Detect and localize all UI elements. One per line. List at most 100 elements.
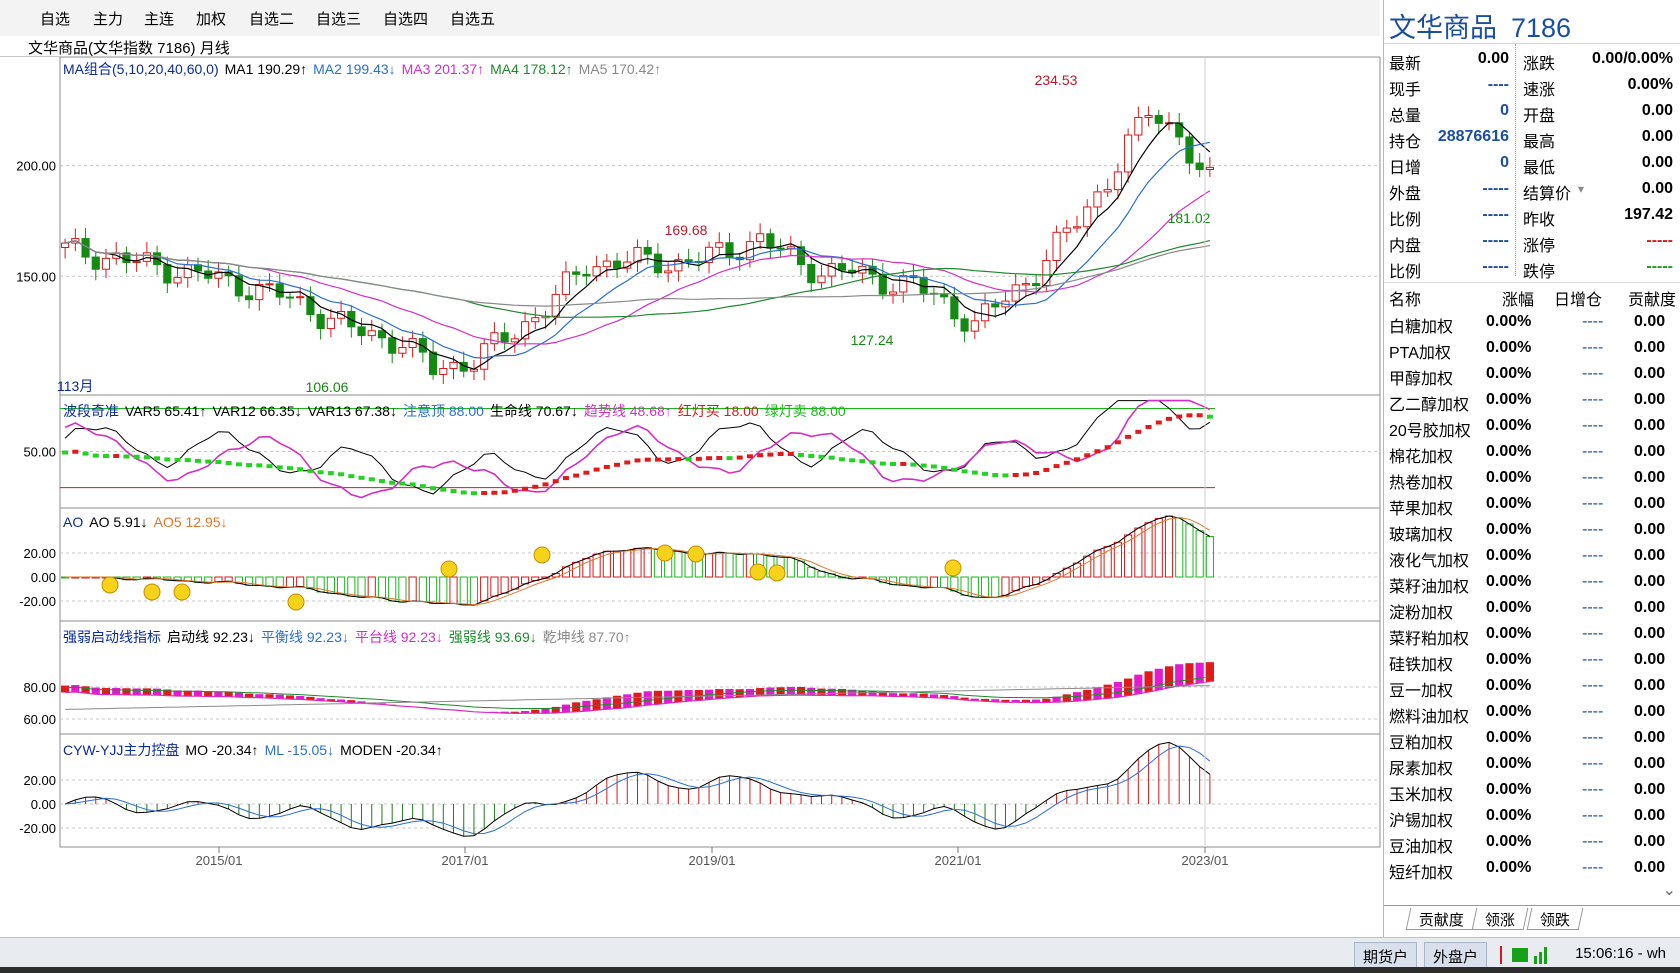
strong-weak-line (65, 676, 1210, 710)
life-line-mark (358, 475, 365, 480)
strength-fill (940, 695, 949, 699)
life-line-mark (389, 480, 396, 485)
list-item-inc: ---- (1582, 339, 1604, 356)
col-contrib-header[interactable]: 贡献度 (1628, 292, 1677, 309)
list-item[interactable]: 硅铁加权 0.00% ---- 0.00 (1384, 648, 1680, 674)
list-item-name: 苹果加权 (1389, 501, 1454, 518)
life-line-mark (419, 484, 426, 489)
list-item[interactable]: 豆一加权 0.00% ---- 0.00 (1384, 674, 1680, 700)
list-item[interactable]: 20号胶加权 0.00% ---- 0.00 (1384, 414, 1680, 440)
life-line-mark (1176, 414, 1183, 419)
strength-fill (837, 688, 847, 696)
list-item[interactable]: 液化气加权 0.00% ---- 0.00 (1384, 544, 1680, 570)
list-item[interactable]: 玻璃加权 0.00% ---- 0.00 (1384, 518, 1680, 544)
mid-high-annotation: 169.68 (665, 222, 708, 238)
list-item[interactable]: 尿素加权 0.00% ---- 0.00 (1384, 752, 1680, 778)
list-item-contrib: 0.00 (1634, 781, 1666, 798)
list-item[interactable]: 菜籽粕加权 0.00% ---- 0.00 (1384, 622, 1680, 648)
candle-body (173, 277, 182, 284)
list-item[interactable]: 沪锡加权 0.00% ---- 0.00 (1384, 804, 1680, 830)
tab-lead-up-label: 领涨 (1484, 912, 1515, 929)
list-item-contrib: 0.00 (1634, 339, 1666, 356)
strength-fill (970, 698, 979, 701)
life-line-mark (767, 452, 774, 457)
candle-body (255, 283, 264, 301)
tab-lead-up[interactable]: 领涨 (1471, 908, 1529, 930)
strength-fill (1062, 694, 1071, 702)
col-name-header[interactable]: 名称 (1389, 292, 1422, 309)
menu-item-zhulian[interactable]: 主连 (144, 11, 175, 28)
foreign-account-button[interactable]: 外盘户 (1424, 942, 1488, 968)
list-item-contrib: 0.00 (1634, 443, 1666, 460)
list-item[interactable]: 淀粉加权 0.00% ---- 0.00 (1384, 596, 1680, 622)
signal-icon (1500, 946, 1547, 964)
mid-low-annotation: 127.24 (851, 332, 894, 348)
list-item[interactable]: 白糖加权 0.00% ---- 0.00 (1384, 310, 1680, 336)
scroll-down-icon[interactable]: ⌄ (1662, 882, 1676, 899)
menu-item-zixuan3[interactable]: 自选三 (316, 11, 362, 28)
strength-fill (766, 687, 775, 696)
candle-body (1062, 227, 1071, 233)
candle-body (1093, 191, 1102, 208)
candle-body (633, 246, 642, 263)
list-item[interactable]: 豆粕加权 0.00% ---- 0.00 (1384, 726, 1680, 752)
quote-row-left-8: 比例 ----- (1389, 258, 1509, 284)
candle-body (91, 256, 100, 270)
list-item-contrib: 0.00 (1634, 547, 1666, 564)
ao-bar (674, 550, 683, 578)
life-line-mark (62, 450, 69, 455)
list-item[interactable]: 苹果加权 0.00% ---- 0.00 (1384, 492, 1680, 518)
life-line-mark (460, 490, 467, 495)
life-line-mark (348, 474, 355, 479)
list-item[interactable]: 乙二醇加权 0.00% ---- 0.00 (1384, 388, 1680, 414)
futures-account-button[interactable]: 期货户 (1354, 942, 1418, 968)
list-item[interactable]: 豆油加权 0.00% ---- 0.00 (1384, 830, 1680, 856)
strength-fill (1134, 674, 1143, 694)
menu-item-zhuli[interactable]: 主力 (93, 11, 124, 28)
life-line-mark (532, 484, 539, 489)
kline-chart-svg[interactable]: 200.00 150.00 234.53 169.68 106.06 127.24 181.… (0, 57, 1383, 937)
list-item[interactable]: 燃料油加权 0.00% ---- 0.00 (1384, 700, 1680, 726)
life-line-mark (603, 464, 610, 469)
list-item-pct: 0.00% (1486, 859, 1532, 876)
list-item[interactable]: 玉米加权 0.00% ---- 0.00 (1384, 778, 1680, 804)
menu-item-zixuan4[interactable]: 自选四 (383, 11, 429, 28)
menu-item-zixuan[interactable]: 自选 (40, 11, 71, 28)
chart-area[interactable]: 200.00 150.00 234.53 169.68 106.06 127.24 181.… (0, 57, 1383, 937)
menu-item-jiaquan[interactable]: 加权 (196, 11, 227, 28)
quote-row-left-3: 持仓 28876616 (1389, 128, 1509, 154)
list-item-inc: ---- (1582, 625, 1604, 642)
list-item[interactable]: 短纤加权 0.00% ---- 0.00 (1384, 856, 1680, 882)
tab-lead-down[interactable]: 领跌 (1526, 908, 1584, 930)
list-item[interactable]: 热卷加权 0.00% ---- 0.00 (1384, 466, 1680, 492)
candle-body (1072, 226, 1082, 229)
quote-row-right-5: 结算价 0.00 ▾ (1523, 180, 1673, 206)
list-item-pct: 0.00% (1486, 755, 1532, 772)
candle-body (837, 263, 847, 271)
tab-contrib[interactable]: 贡献度 (1405, 908, 1478, 930)
list-header: 名称 涨幅 日增仓 贡献度 (1384, 282, 1680, 309)
menu-item-zixuan5[interactable]: 自选五 (450, 11, 496, 28)
chevron-down-icon[interactable]: ▾ (1578, 182, 1585, 196)
list-item[interactable]: 菜籽油加权 0.00% ---- 0.00 (1384, 570, 1680, 596)
strength-legend-item-2: 平衡线 92.23↓ (260, 629, 349, 645)
col-pct-header[interactable]: 涨幅 (1502, 292, 1535, 309)
quote-value: ----- (1482, 180, 1509, 197)
list-item[interactable]: 甲醇加权 0.00% ---- 0.00 (1384, 362, 1680, 388)
quote-value: 0.00 (1641, 180, 1673, 197)
life-line-mark (501, 490, 508, 495)
candle-body (766, 233, 775, 249)
list-item-name: 硅铁加权 (1389, 657, 1454, 674)
candle-body (592, 266, 601, 277)
osc-var-line (64, 400, 1211, 495)
col-inc-header[interactable]: 日增仓 (1554, 292, 1603, 309)
smiley-icon (533, 546, 551, 564)
list-item[interactable]: PTA加权 0.00% ---- 0.00 (1384, 336, 1680, 362)
strength-fill (234, 692, 243, 698)
ao-bar (1175, 517, 1184, 578)
menu-item-zixuan2[interactable]: 自选二 (249, 11, 295, 28)
list-item-pct: 0.00% (1486, 339, 1532, 356)
list-item[interactable]: 棉花加权 0.00% ---- 0.00 (1384, 440, 1680, 466)
candle-body (265, 283, 274, 286)
quote-row-left-7: 内盘 ----- (1389, 232, 1509, 258)
